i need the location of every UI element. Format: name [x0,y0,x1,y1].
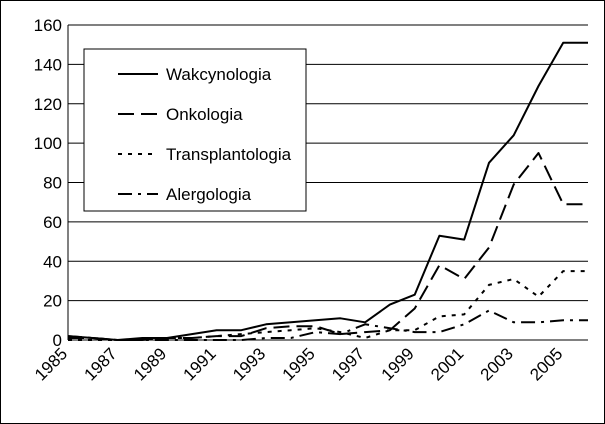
axes [67,25,588,341]
x-tick-labels: 1985 1987 1989 1991 1993 1995 1997 1999 2001 2003… [31,344,566,384]
y-tick-label: 20 [43,292,62,311]
x-tick-label: 1991 [180,344,220,384]
legend-label: Wakcynologia [166,65,272,84]
series-line [67,309,588,341]
x-tick-label: 1989 [130,344,170,384]
y-tick-labels: 0 20 40 60 80 100 120 140 160 [34,16,62,350]
y-tick-label: 80 [43,174,62,193]
x-tick-label: 1997 [328,344,368,384]
y-tick-label: 100 [34,134,62,153]
x-tick-label: 2005 [526,344,566,384]
legend-label: Onkologia [166,105,243,124]
legend-label: Transplantologia [166,145,292,164]
y-tick-label: 140 [34,55,62,74]
x-tick-label: 1985 [31,344,71,384]
y-tick-label: 40 [43,252,62,271]
y-tick-label: 0 [53,331,62,350]
series-line [67,41,588,341]
x-tick-label: 1999 [378,344,418,384]
x-tick-label: 2001 [427,344,467,384]
y-tick-label: 120 [34,95,62,114]
x-tick-label: 1987 [81,344,121,384]
x-tick-label: 1995 [279,344,319,384]
series-line [68,270,588,341]
legend-label: Alergologia [166,185,252,204]
x-tick-label: 2003 [477,344,517,384]
x-tick-label: 1993 [229,344,269,384]
y-tick-label: 60 [43,213,62,232]
y-tick-label: 160 [34,16,62,35]
legend: Wakcynologia Onkologia Transplantologia Ale… [83,48,307,212]
legend-box [83,48,307,212]
series-lines [67,41,588,341]
